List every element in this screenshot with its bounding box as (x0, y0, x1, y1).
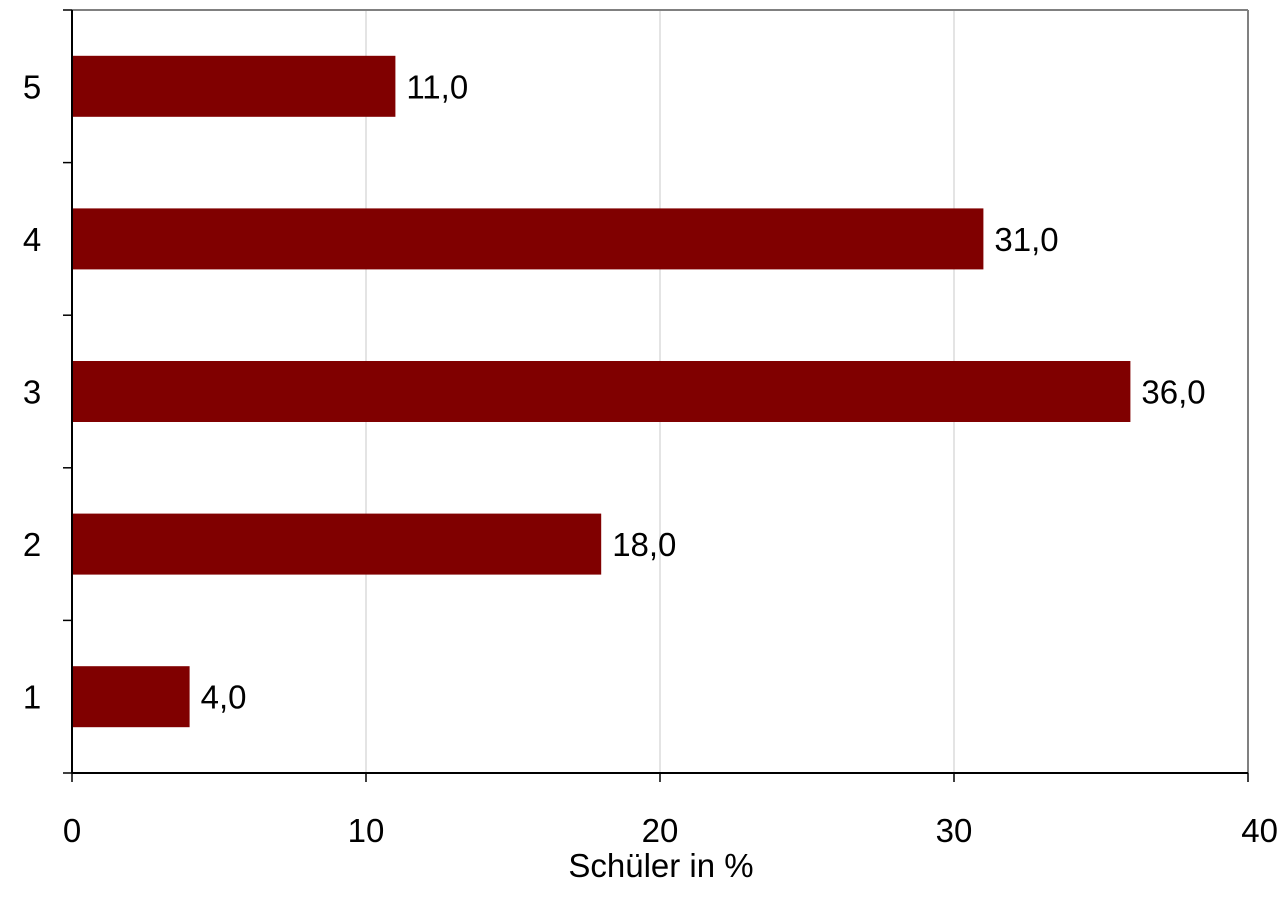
x-tick-label-20: 20 (642, 812, 679, 849)
data-label-3: 36,0 (1141, 374, 1205, 411)
y-tick-label-5: 5 (23, 68, 41, 105)
y-tick-label-2: 2 (23, 526, 41, 563)
axes (63, 9, 1249, 782)
data-label-5: 11,0 (406, 68, 468, 105)
bars (72, 55, 1131, 728)
labels: 4,0 18,0 36,0 31,0 11,0 0 10 20 30 40 1 2 3 4 5 (23, 68, 1278, 849)
data-label-2: 18,0 (612, 526, 676, 563)
bar-3 (72, 361, 1131, 422)
data-label-1: 4,0 (201, 679, 247, 716)
y-tick-label-4: 4 (23, 221, 41, 258)
x-tick-label-10: 10 (348, 812, 385, 849)
y-tick-label-1: 1 (23, 679, 41, 716)
x-tick-label-40: 40 (1241, 812, 1278, 849)
bar-2 (72, 513, 602, 575)
bar-4 (72, 208, 984, 270)
bar-1 (72, 666, 190, 728)
y-tick-label-3: 3 (23, 374, 41, 411)
x-tick-label-30: 30 (936, 812, 973, 849)
x-axis-title: Schüler in % (568, 847, 753, 884)
data-label-4: 31,0 (994, 221, 1058, 258)
plot-frame (72, 9, 1249, 773)
bar-5 (72, 55, 396, 117)
x-tick-label-0: 0 (63, 812, 81, 849)
